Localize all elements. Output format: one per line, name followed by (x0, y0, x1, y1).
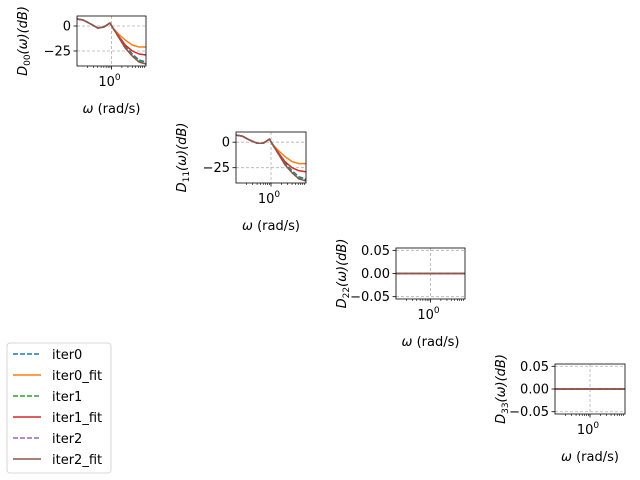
x-tick-base: 10 (258, 192, 275, 207)
y-tick-label: 0.05 (361, 244, 390, 259)
x-tick-base: 10 (577, 423, 594, 438)
legend-label-iter1: iter1 (52, 390, 82, 405)
y-tick-label: 0.05 (520, 360, 549, 375)
x-axis-label: ω (rad/s) (561, 450, 619, 465)
y-tick-label: −0.05 (350, 290, 390, 305)
y-tick-label: 0.00 (361, 267, 390, 282)
legend-label-iter0_fit: iter0_fit (52, 369, 102, 384)
legend-label-iter0: iter0 (52, 348, 82, 363)
y-axis-label: D33(ω)(dB) (494, 354, 511, 424)
legend-label-iter1_fit: iter1_fit (52, 411, 102, 426)
x-tick-label: 100 (258, 190, 281, 207)
y-tick-label: −25 (203, 161, 230, 176)
y-axis-label: D00(ω)(dB) (16, 6, 33, 76)
legend-label-iter2_fit: iter2_fit (52, 453, 102, 468)
x-tick-exponent: 0 (115, 73, 121, 83)
x-tick-exponent: 0 (274, 190, 280, 200)
x-tick-base: 10 (98, 75, 115, 90)
x-tick-label: 100 (417, 306, 440, 323)
y-axis-label: D11(ω)(dB) (175, 123, 192, 193)
legend: iter0 iter0_fit iter1 iter1_fit iter2 iter2_f… (6, 342, 112, 474)
y-tick-label: 0 (222, 136, 230, 151)
legend-label-iter2: iter2 (52, 432, 82, 447)
series-line-iter2_fit (77, 18, 146, 65)
x-tick-exponent: 0 (593, 421, 599, 431)
x-tick-label: 100 (577, 421, 600, 438)
x-tick-base: 10 (417, 308, 434, 323)
x-axis-label: ω (rad/s) (83, 102, 141, 117)
x-axis-label: ω (rad/s) (242, 219, 300, 234)
series-line-iter2_fit (236, 134, 306, 182)
y-tick-label: −0.05 (509, 405, 549, 420)
y-tick-label: 0.00 (520, 383, 549, 398)
x-axis-label: ω (rad/s) (402, 335, 460, 350)
subplot-3: 100 0.05 0.00 −0.05 ω (rad/s) D33(ω)(dB) (494, 354, 626, 465)
x-tick-label: 100 (98, 73, 121, 90)
x-tick-exponent: 0 (434, 306, 440, 316)
subplot-2: 100 0.05 0.00 −0.05 ω (rad/s) D22(ω)(dB) (335, 239, 466, 350)
y-axis-label: D22(ω)(dB) (335, 239, 352, 309)
y-tick-label: −25 (44, 45, 71, 60)
y-tick-label: 0 (63, 20, 71, 35)
